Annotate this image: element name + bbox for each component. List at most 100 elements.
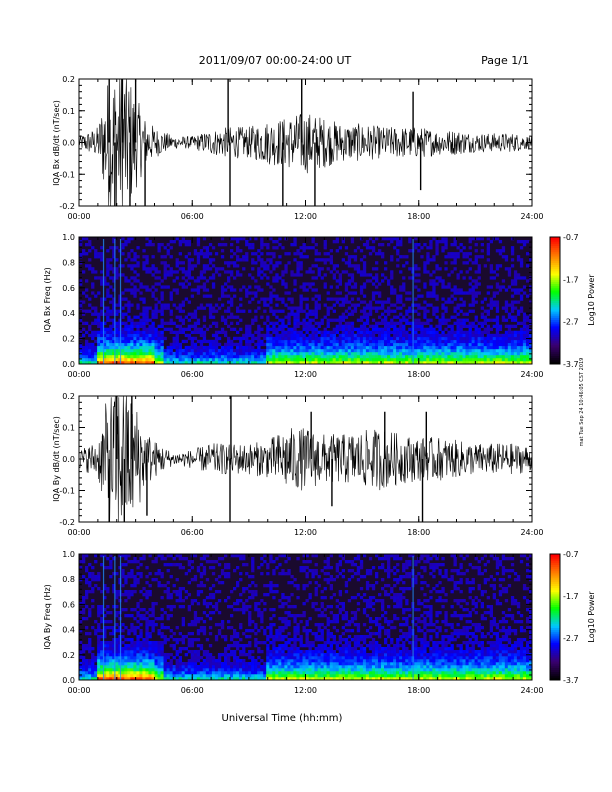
spectrogram-cell [145, 330, 149, 334]
spectrogram-cell [429, 291, 433, 295]
spectrogram-cell [281, 282, 285, 286]
spectrogram-cell [115, 653, 119, 657]
spectrogram-cell [136, 358, 140, 362]
spectrogram-cell [184, 647, 188, 651]
spectrogram-cell [175, 593, 179, 597]
spectrogram-cell [444, 333, 448, 338]
spectrogram-cell [181, 303, 185, 307]
spectrogram-cell [121, 348, 125, 353]
spectrogram-cell [230, 270, 234, 274]
spectrogram-cell [459, 291, 463, 295]
spectrogram-cell [88, 345, 92, 350]
spectrogram-cell [187, 276, 191, 280]
spectrogram-cell [486, 339, 490, 344]
spectrogram-cell [236, 677, 240, 681]
spectrogram-cell [450, 336, 454, 341]
spectrogram-cell [311, 282, 315, 286]
spectrogram-cell [384, 342, 388, 347]
spectrogram-cell [199, 590, 204, 594]
spectrogram-cell [127, 345, 131, 350]
spectrogram-cell [112, 246, 116, 250]
spectrogram-cell [257, 306, 261, 310]
spectrogram-cell [242, 647, 246, 651]
spectrogram-cell [139, 339, 143, 344]
spectrogram-cell [136, 279, 140, 283]
spectrogram-cell [106, 611, 110, 615]
spectrogram-cell [305, 270, 309, 274]
spectrogram-cell [501, 315, 506, 319]
spectrogram-cell [193, 599, 198, 603]
spectrogram-cell [103, 653, 107, 657]
spectrogram-cell [205, 351, 210, 356]
spectrogram-cell [311, 324, 315, 328]
spectrogram-cell [317, 351, 321, 356]
spectrogram-cell [236, 315, 240, 319]
spectrogram-cell [468, 282, 472, 286]
spectrogram-cell [486, 345, 490, 350]
spectrogram-cell [97, 318, 101, 322]
spectrogram-cell [151, 285, 155, 289]
spectrogram-cell [393, 246, 397, 250]
spectrogram-cell [124, 297, 128, 301]
spectrogram-cell [399, 306, 403, 310]
spectrogram-cell [314, 264, 318, 268]
spectrogram-cell [230, 605, 234, 609]
spectrogram-cell [163, 611, 167, 615]
spectrogram-cell [230, 312, 234, 316]
spectrogram-cell [498, 288, 503, 292]
spectrogram-cell [323, 243, 327, 247]
spectrogram-cell [205, 659, 210, 663]
spectrogram-cell [130, 608, 134, 612]
spectrogram-cell [365, 312, 370, 316]
spectrogram-cell [148, 361, 152, 365]
spectrogram-cell [417, 312, 421, 316]
spectrogram-cell [224, 288, 228, 292]
spectrogram-cell [260, 361, 264, 365]
spectrogram-cell [142, 318, 146, 322]
spectrogram-cell [248, 327, 252, 331]
spectrogram-cell [314, 345, 318, 350]
spectrogram-cell [136, 246, 140, 250]
spectrogram-cell [199, 252, 204, 256]
spectrogram-cell [106, 620, 110, 624]
spectrogram-cell [293, 345, 297, 350]
spectrogram-cell [489, 345, 493, 350]
spectrogram-cell [254, 351, 258, 356]
spectrogram-cell [233, 671, 237, 675]
spectrogram-cell [284, 285, 288, 289]
spectrogram-cell [519, 336, 524, 341]
spectrogram-cell [426, 333, 430, 338]
colorbar-segment [550, 251, 560, 255]
spectrogram-cell [338, 358, 342, 362]
spectrogram-cell [444, 345, 448, 350]
spectrogram-cell [378, 294, 382, 298]
spectrogram-cell [486, 358, 490, 362]
spectrogram-cell [344, 339, 349, 344]
spectrogram-cell [269, 309, 273, 313]
spectrogram-cell [293, 327, 297, 331]
spectrogram-cell [224, 243, 228, 247]
spectrogram-cell [106, 668, 110, 672]
spectrogram-cell [239, 237, 243, 241]
spectrogram-cell [199, 575, 204, 579]
spectrogram-cell [242, 255, 246, 259]
spectrogram-cell [79, 282, 83, 286]
spectrogram-cell [423, 351, 427, 356]
spectrogram-cell [248, 674, 252, 678]
spectrogram-cell [181, 330, 185, 334]
spectrogram-cell [202, 650, 207, 654]
spectrogram-cell [522, 358, 527, 362]
spectrogram-cell [405, 309, 409, 313]
spectrogram-cell [359, 333, 364, 338]
spectrogram-cell [417, 336, 421, 341]
spectrogram-cell [205, 638, 210, 642]
spectrogram-cell [375, 273, 379, 277]
spectrogram-cell [405, 348, 409, 353]
spectrogram-cell [184, 243, 188, 247]
spectrogram-cell [441, 358, 445, 362]
spectrogram-cell [199, 342, 204, 347]
spectrogram-cell [193, 659, 198, 663]
spectrogram-cell [97, 647, 101, 651]
spectrogram-cell [145, 596, 149, 600]
spectrogram-cell [97, 665, 101, 669]
